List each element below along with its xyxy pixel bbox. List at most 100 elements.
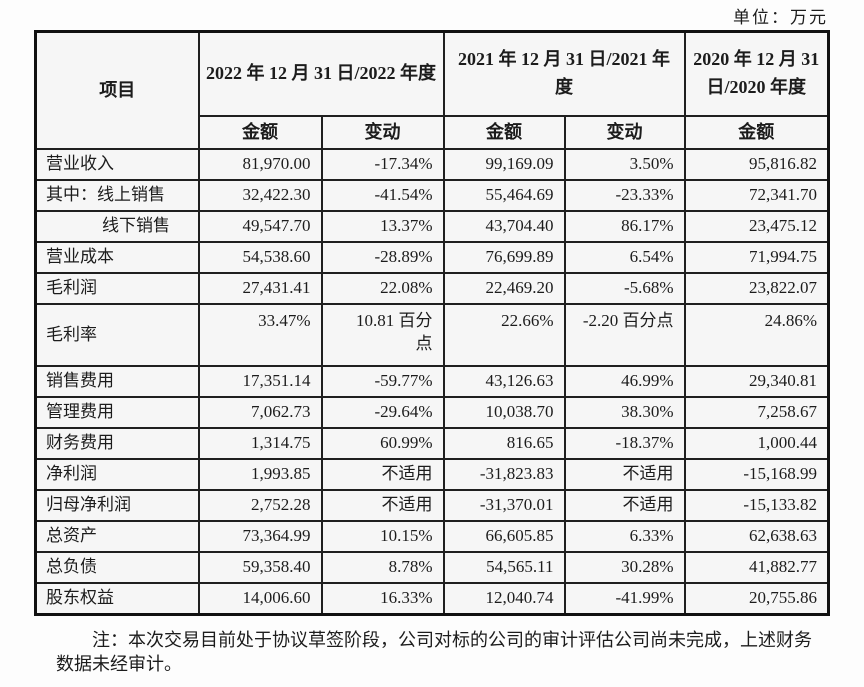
amount-2022-cell: 54,538.60 (197, 241, 323, 275)
table-row: 销售费用 17,351.14 -59.77% 43,126.63 46.99% … (34, 365, 830, 399)
table-row: 总负债 59,358.40 8.78% 54,565.11 30.28% 41,… (34, 551, 830, 585)
item-cell: 销售费用 (34, 365, 200, 399)
amount-2022-cell: 49,547.70 (197, 210, 323, 244)
change-2021-cell: 3.50% (563, 148, 686, 182)
amount-2020-cell: 24.86% (683, 303, 830, 368)
amount-2021-cell: -31,823.83 (442, 458, 566, 492)
table-row: 毛利润 27,431.41 22.08% 22,469.20 -5.68% 23… (34, 272, 830, 306)
change-2021-cell: 不适用 (563, 489, 686, 523)
amount-2021-cell: 22.66% (442, 303, 566, 368)
change-2021-cell: 不适用 (563, 458, 686, 492)
amount-2021-header: 金额 (442, 114, 566, 151)
header-row-periods: 项目 2022 年 12 月 31 日/2022 年度 2021 年 12 月 … (34, 30, 830, 151)
table-row: 管理费用 7,062.73 -29.64% 10,038.70 38.30% 7… (34, 396, 830, 430)
amount-2021-cell: 76,699.89 (442, 241, 566, 275)
table-row: 营业成本 54,538.60 -28.89% 76,699.89 6.54% 7… (34, 241, 830, 275)
amount-2022-cell: 17,351.14 (197, 365, 323, 399)
table-body: 营业收入 81,970.00 -17.34% 99,169.09 3.50% 9… (34, 148, 830, 616)
item-cell: 净利润 (34, 458, 200, 492)
amount-2022-cell: 1,993.85 (197, 458, 323, 492)
change-2021-cell: 38.30% (563, 396, 686, 430)
table-row: 营业收入 81,970.00 -17.34% 99,169.09 3.50% 9… (34, 148, 830, 182)
change-2022-cell: 60.99% (320, 427, 445, 461)
amount-2020-cell: 23,475.12 (683, 210, 830, 244)
footnote: 注：本次交易目前处于协议草签阶段，公司对标的公司的审计评估公司尚未完成，上述财务… (56, 630, 812, 674)
change-2022-header: 变动 (320, 114, 445, 151)
table-row: 股东权益 14,006.60 16.33% 12,040.74 -41.99% … (34, 582, 830, 616)
amount-2020-cell: 41,882.77 (683, 551, 830, 585)
change-2022-cell: 不适用 (320, 489, 445, 523)
amount-2021-cell: 816.65 (442, 427, 566, 461)
table-row: 总资产 73,364.99 10.15% 66,605.85 6.33% 62,… (34, 520, 830, 554)
item-cell: 股东权益 (34, 582, 200, 616)
amount-2022-cell: 32,422.30 (197, 179, 323, 213)
item-cell: 财务费用 (34, 427, 200, 461)
change-2022-cell: -29.64% (320, 396, 445, 430)
amount-2020-cell: 20,755.86 (683, 582, 830, 616)
change-2021-cell: 30.28% (563, 551, 686, 585)
item-cell: 线下销售 (34, 210, 200, 244)
table-row: 归母净利润 2,752.28 不适用 -31,370.01 不适用 -15,13… (34, 489, 830, 523)
amount-2022-cell: 7,062.73 (197, 396, 323, 430)
item-cell: 管理费用 (34, 396, 200, 430)
change-2022-cell: -41.54% (320, 179, 445, 213)
amount-2021-cell: -31,370.01 (442, 489, 566, 523)
item-cell: 总负债 (34, 551, 200, 585)
amount-2020-cell: 72,341.70 (683, 179, 830, 213)
item-cell: 营业成本 (34, 241, 200, 275)
change-2022-cell: -28.89% (320, 241, 445, 275)
amount-2022-cell: 1,314.75 (197, 427, 323, 461)
item-cell: 毛利润 (34, 272, 200, 306)
item-cell: 归母净利润 (34, 489, 200, 523)
item-cell: 总资产 (34, 520, 200, 554)
amount-2020-cell: 95,816.82 (683, 148, 830, 182)
table-row: 毛利率 33.47% 10.81 百分 点 22.66% -2.20 百分点 2… (34, 303, 830, 368)
period-2020-header: 2020 年 12 月 31 日/2020 年度 (683, 30, 830, 117)
change-2022-cell: 13.37% (320, 210, 445, 244)
amount-2020-cell: 29,340.81 (683, 365, 830, 399)
table-row: 线下销售 49,547.70 13.37% 43,704.40 86.17% 2… (34, 210, 830, 244)
amount-2020-cell: -15,133.82 (683, 489, 830, 523)
amount-2022-cell: 73,364.99 (197, 520, 323, 554)
table-row: 财务费用 1,314.75 60.99% 816.65 -18.37% 1,00… (34, 427, 830, 461)
change-2022-cell: 22.08% (320, 272, 445, 306)
change-2022-cell: 10.81 百分 点 (320, 303, 445, 368)
amount-2021-cell: 43,126.63 (442, 365, 566, 399)
amount-2020-cell: -15,168.99 (683, 458, 830, 492)
amount-2021-cell: 99,169.09 (442, 148, 566, 182)
change-2022-cell: 不适用 (320, 458, 445, 492)
change-2022-cell: -59.77% (320, 365, 445, 399)
item-cell: 其中：线上销售 (34, 179, 200, 213)
table-row: 其中：线上销售 32,422.30 -41.54% 55,464.69 -23.… (34, 179, 830, 213)
item-cell: 营业收入 (34, 148, 200, 182)
change-2021-cell: -2.20 百分点 (563, 303, 686, 368)
amount-2021-cell: 66,605.85 (442, 520, 566, 554)
item-column-header: 项目 (34, 30, 200, 151)
amount-2020-cell: 62,638.63 (683, 520, 830, 554)
amount-2022-cell: 27,431.41 (197, 272, 323, 306)
change-2021-cell: 6.33% (563, 520, 686, 554)
amount-2020-cell: 23,822.07 (683, 272, 830, 306)
change-2021-cell: 86.17% (563, 210, 686, 244)
amount-2020-cell: 7,258.67 (683, 396, 830, 430)
amount-2021-cell: 22,469.20 (442, 272, 566, 306)
change-2021-cell: -41.99% (563, 582, 686, 616)
amount-2020-cell: 71,994.75 (683, 241, 830, 275)
amount-2022-header: 金额 (197, 114, 323, 151)
amount-2021-cell: 12,040.74 (442, 582, 566, 616)
amount-2021-cell: 43,704.40 (442, 210, 566, 244)
header-row-measures: 金额 变动 金额 变动 金额 (36, 114, 830, 151)
table-header: 项目 2022 年 12 月 31 日/2022 年度 2021 年 12 月 … (34, 30, 830, 151)
amount-2020-cell: 1,000.44 (683, 427, 830, 461)
change-2022-cell: -17.34% (320, 148, 445, 182)
change-2021-cell: 46.99% (563, 365, 686, 399)
amount-2021-cell: 54,565.11 (442, 551, 566, 585)
table-row: 净利润 1,993.85 不适用 -31,823.83 不适用 -15,168.… (34, 458, 830, 492)
change-2022-cell: 8.78% (320, 551, 445, 585)
amount-2022-cell: 81,970.00 (197, 148, 323, 182)
change-2021-cell: 6.54% (563, 241, 686, 275)
change-2021-cell: -18.37% (563, 427, 686, 461)
change-2021-header: 变动 (563, 114, 686, 151)
period-2022-header: 2022 年 12 月 31 日/2022 年度 (197, 30, 445, 117)
